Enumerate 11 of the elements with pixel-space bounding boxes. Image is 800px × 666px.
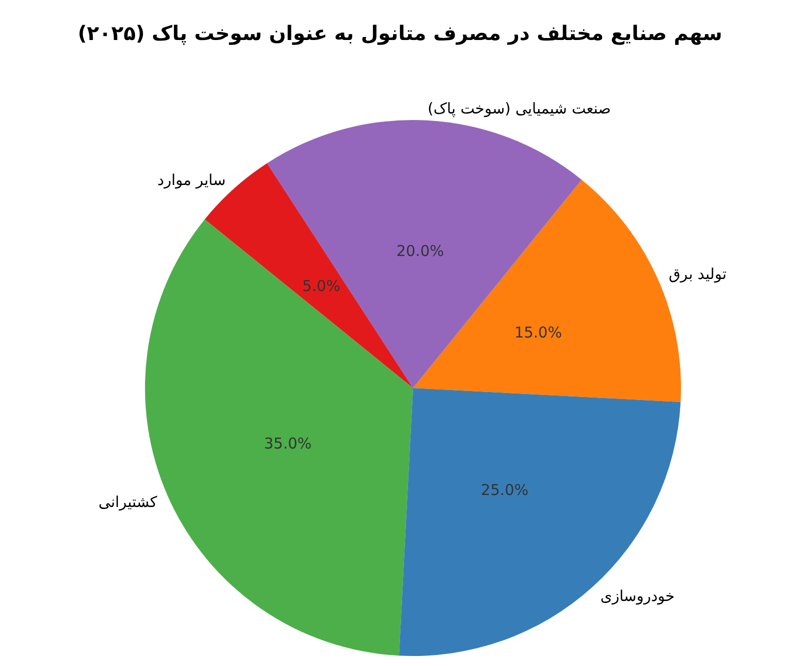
slice-label: خودروسازی xyxy=(600,587,675,606)
slice-label: سایر موارد xyxy=(157,170,226,189)
data-label: 20.0% xyxy=(396,242,444,260)
data-label: 25.0% xyxy=(480,480,528,499)
slice-label: صنعت شیمیایی (سوخت پاک) xyxy=(428,99,611,118)
data-label: 15.0% xyxy=(514,323,562,342)
data-label: 35.0% xyxy=(264,434,312,453)
data-label: 5.0% xyxy=(302,277,340,296)
chart-title: سهم صنایع مختلف در مصرف متانول به عنوان سوخت پاک (۲۰۲۵) xyxy=(78,21,722,45)
slice-label: کشتیرانی xyxy=(98,492,158,511)
slice-label: تولید برق xyxy=(668,265,727,284)
